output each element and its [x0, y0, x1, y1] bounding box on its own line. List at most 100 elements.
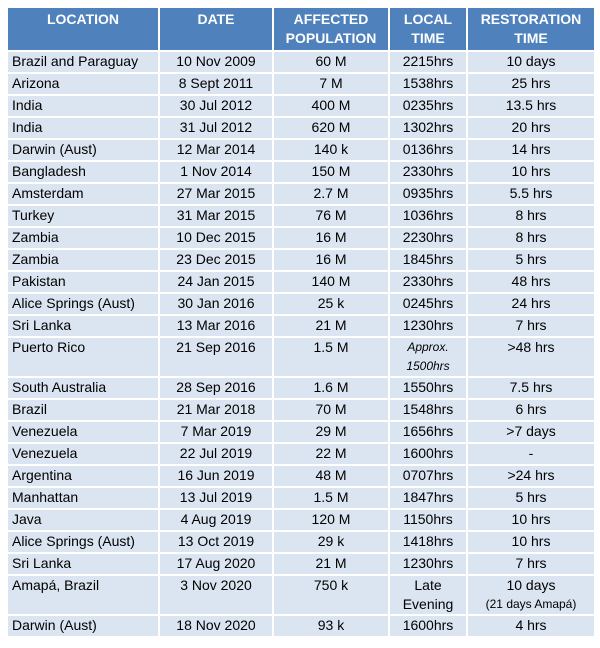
table-cell: 24 hrs — [466, 292, 596, 316]
table-cell: Darwin (Aust) — [6, 138, 160, 162]
table-cell: Venezuela — [6, 442, 160, 466]
table-cell: 1538hrs — [388, 72, 468, 96]
table-cell: Brazil and Paraguay — [6, 50, 160, 74]
table-cell: 1036hrs — [388, 204, 468, 228]
table-cell: Sri Lanka — [6, 314, 160, 338]
table-cell: 7 hrs — [466, 314, 596, 338]
table-row: Brazil and Paraguay 10 Nov 2009 60 M 2215hr… — [6, 50, 596, 74]
table-cell: >24 hrs — [466, 464, 596, 488]
cell-line: 1500hrs — [406, 359, 450, 373]
table-cell: 750 k — [272, 574, 390, 616]
cell-line: Approx. — [407, 340, 449, 354]
header-row: LOCATION DATE AFFECTED POPULATION LOCAL TIM… — [6, 6, 596, 52]
table-cell: 3 Nov 2020 — [158, 574, 274, 616]
table-row: South Australia 28 Sep 2016 1.6 M 1550hrs 7.… — [6, 376, 596, 400]
table-cell: 1418hrs — [388, 530, 468, 554]
table-cell: 16 M — [272, 226, 390, 250]
table-cell: 21 M — [272, 314, 390, 338]
table-cell: 1.5 M — [272, 336, 390, 378]
table-cell: 10 days — [466, 50, 596, 74]
table-row: Sri Lanka 13 Mar 2016 21 M 1230hrs 7 hrs — [6, 314, 596, 338]
table-row: Alice Springs (Aust) 30 Jan 2016 25 k 0245h… — [6, 292, 596, 316]
table-row: Amapá, Brazil 3 Nov 2020 750 k Late Evening 1… — [6, 574, 596, 616]
cell-line: Evening — [402, 596, 454, 612]
table-cell: 0707hrs — [388, 464, 468, 488]
table-cell: 1 Nov 2014 — [158, 160, 274, 184]
table-cell: 30 Jul 2012 — [158, 94, 274, 118]
table-cell: 120 M — [272, 508, 390, 532]
cell-line: Late — [414, 577, 442, 593]
table-cell: 76 M — [272, 204, 390, 228]
table-cell: 1230hrs — [388, 552, 468, 576]
column-header: AFFECTED POPULATION — [272, 6, 390, 52]
table-row: Manhattan 13 Jul 2019 1.5 M 1847hrs 5 hrs — [6, 486, 596, 510]
table-cell: Java — [6, 508, 160, 532]
table-cell: Approx. 1500hrs — [388, 336, 468, 378]
table-cell: 22 M — [272, 442, 390, 466]
table-cell: 1302hrs — [388, 116, 468, 140]
table-row: Pakistan 24 Jan 2015 140 M 2330hrs 48 hrs — [6, 270, 596, 294]
table-cell: 48 M — [272, 464, 390, 488]
table-cell: 1656hrs — [388, 420, 468, 444]
table-cell: 21 M — [272, 552, 390, 576]
cell-line: 10 days — [506, 577, 556, 593]
table-row: Bangladesh 1 Nov 2014 150 M 2330hrs 10 hrs — [6, 160, 596, 184]
table-cell: 29 M — [272, 420, 390, 444]
table-cell: 1550hrs — [388, 376, 468, 400]
table-cell: 4 Aug 2019 — [158, 508, 274, 532]
table-cell: 13 Mar 2016 — [158, 314, 274, 338]
table-cell: 16 M — [272, 248, 390, 272]
table-cell: Amsterdam — [6, 182, 160, 206]
table-cell: 1548hrs — [388, 398, 468, 422]
table-cell: 20 hrs — [466, 116, 596, 140]
table-row: Venezuela 22 Jul 2019 22 M 1600hrs - — [6, 442, 596, 466]
table-cell: 0245hrs — [388, 292, 468, 316]
table-cell: Pakistan — [6, 270, 160, 294]
table-row: Zambia 10 Dec 2015 16 M 2230hrs 8 hrs — [6, 226, 596, 250]
table-cell: 60 M — [272, 50, 390, 74]
table-cell: 2330hrs — [388, 160, 468, 184]
table-cell: >48 hrs — [466, 336, 596, 378]
table-cell: 31 Mar 2015 — [158, 204, 274, 228]
table-cell: 2215hrs — [388, 50, 468, 74]
table-cell: Arizona — [6, 72, 160, 96]
table-cell: Turkey — [6, 204, 160, 228]
table-cell: 29 k — [272, 530, 390, 554]
table-cell: 0235hrs — [388, 94, 468, 118]
table-cell: Venezuela — [6, 420, 160, 444]
table-cell: 0935hrs — [388, 182, 468, 206]
table-cell: 1150hrs — [388, 508, 468, 532]
table-cell: 30 Jan 2016 — [158, 292, 274, 316]
table-row: India 31 Jul 2012 620 M 1302hrs 20 hrs — [6, 116, 596, 140]
table-cell: 1600hrs — [388, 442, 468, 466]
table-cell: 7 hrs — [466, 552, 596, 576]
table-cell: 70 M — [272, 398, 390, 422]
table-cell: Brazil — [6, 398, 160, 422]
table-cell: 1.5 M — [272, 486, 390, 510]
table-cell: 10 hrs — [466, 530, 596, 554]
table-cell: 2330hrs — [388, 270, 468, 294]
table-row: Brazil 21 Mar 2018 70 M 1548hrs 6 hrs — [6, 398, 596, 422]
table-cell: Amapá, Brazil — [6, 574, 160, 616]
table-cell: 14 hrs — [466, 138, 596, 162]
table-cell: 1845hrs — [388, 248, 468, 272]
table-cell: 31 Jul 2012 — [158, 116, 274, 140]
table-cell: 2.7 M — [272, 182, 390, 206]
table-row: Puerto Rico 21 Sep 2016 1.5 M Approx. 1500hr… — [6, 336, 596, 378]
table-cell: 140 k — [272, 138, 390, 162]
table-cell: Argentina — [6, 464, 160, 488]
table-cell: 10 hrs — [466, 508, 596, 532]
table-cell: 13 Oct 2019 — [158, 530, 274, 554]
table-cell: 2230hrs — [388, 226, 468, 250]
table-row: Argentina 16 Jun 2019 48 M 0707hrs >24 hrs — [6, 464, 596, 488]
table-cell: 18 Nov 2020 — [158, 614, 274, 638]
table-cell: 1.6 M — [272, 376, 390, 400]
table-cell: 5.5 hrs — [466, 182, 596, 206]
table-cell: Bangladesh — [6, 160, 160, 184]
column-header: RESTORATION TIME — [466, 6, 596, 52]
table-cell: 27 Mar 2015 — [158, 182, 274, 206]
table-row: Java 4 Aug 2019 120 M 1150hrs 10 hrs — [6, 508, 596, 532]
table-cell: 400 M — [272, 94, 390, 118]
table-cell: 5 hrs — [466, 248, 596, 272]
table-cell: Sri Lanka — [6, 552, 160, 576]
